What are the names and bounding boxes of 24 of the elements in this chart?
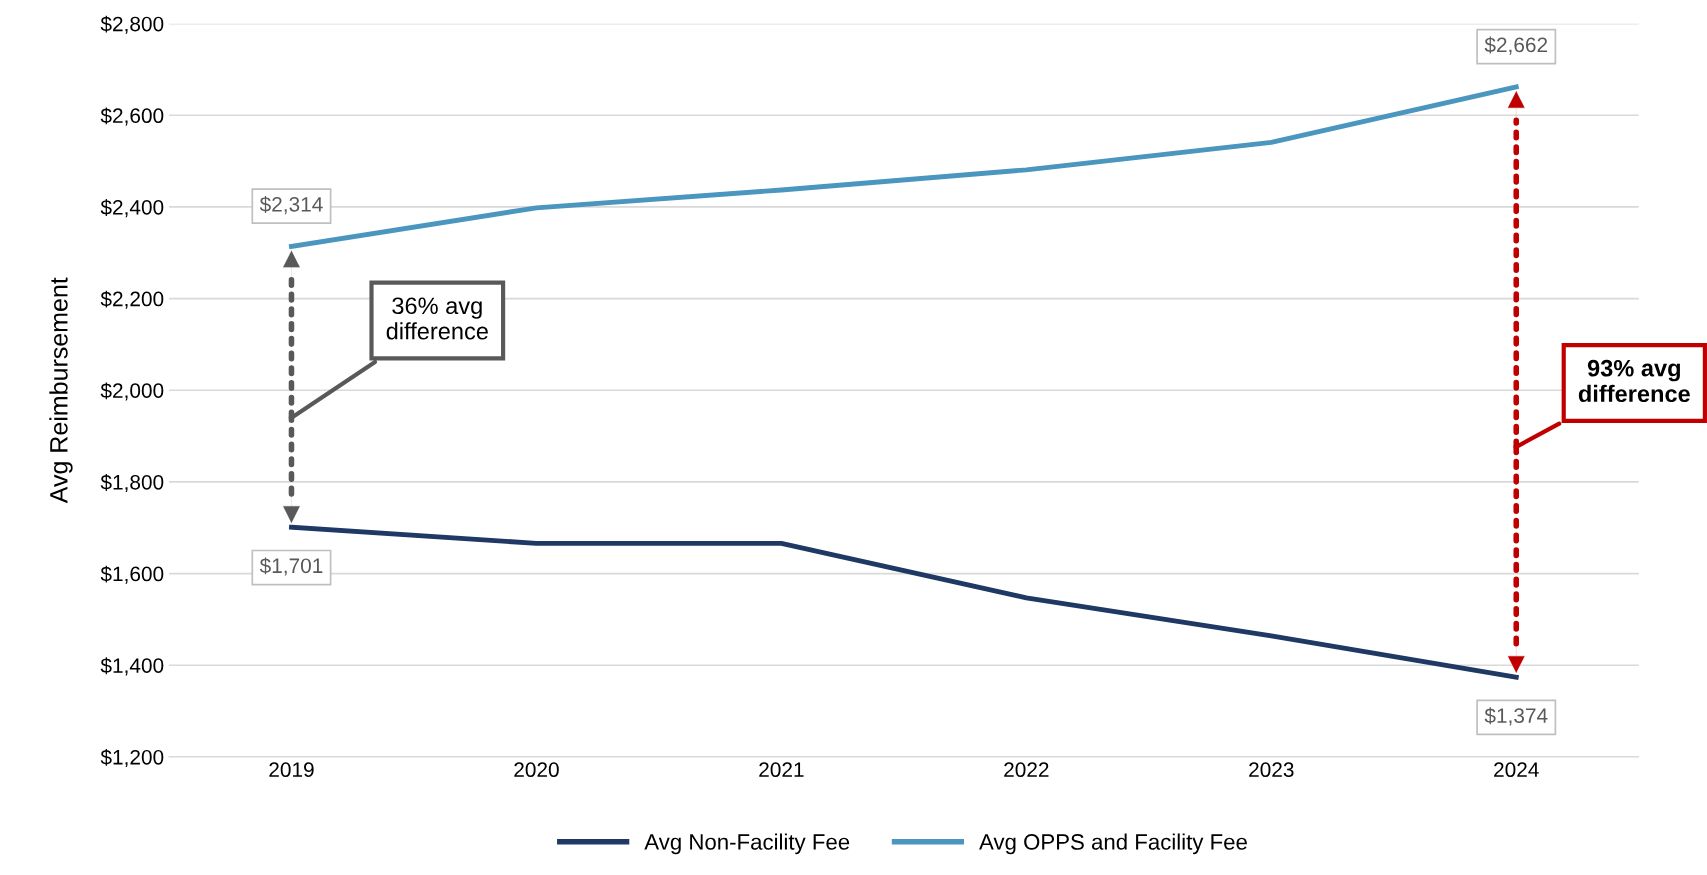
x-tick-label: 2023 <box>1249 762 1294 778</box>
data-label: $2,314 <box>259 196 323 215</box>
y-tick-label: $1,600 <box>100 565 164 584</box>
y-tick-label: $2,000 <box>100 382 164 401</box>
data-label: $2,662 <box>1484 36 1548 55</box>
y-tick-label: $1,800 <box>100 474 164 493</box>
y-tick-label: $2,200 <box>100 290 164 309</box>
x-tick-label: 2022 <box>1004 762 1049 778</box>
y-tick-label: $2,800 <box>100 15 164 34</box>
annotation: 36% avg difference <box>386 297 488 340</box>
y-axis-title: Avg Reimbursement <box>49 277 73 504</box>
legend-label: Avg OPPS and Facility Fee <box>979 833 1247 855</box>
x-tick-label: 2020 <box>514 762 559 778</box>
y-tick-label: $1,400 <box>100 657 164 676</box>
data-label: $1,374 <box>1484 707 1548 726</box>
legend-label: Avg Non-Facility Fee <box>644 833 850 855</box>
y-tick-label: $1,200 <box>100 749 164 768</box>
annotation: 93% avg difference <box>1578 359 1690 403</box>
y-tick-label: $2,400 <box>100 199 164 218</box>
x-tick-label: 2019 <box>269 762 314 778</box>
x-tick-label: 2021 <box>759 762 804 778</box>
data-label: $1,701 <box>259 557 323 576</box>
x-tick-label: 2024 <box>1494 762 1539 778</box>
y-tick-label: $2,600 <box>100 107 164 126</box>
